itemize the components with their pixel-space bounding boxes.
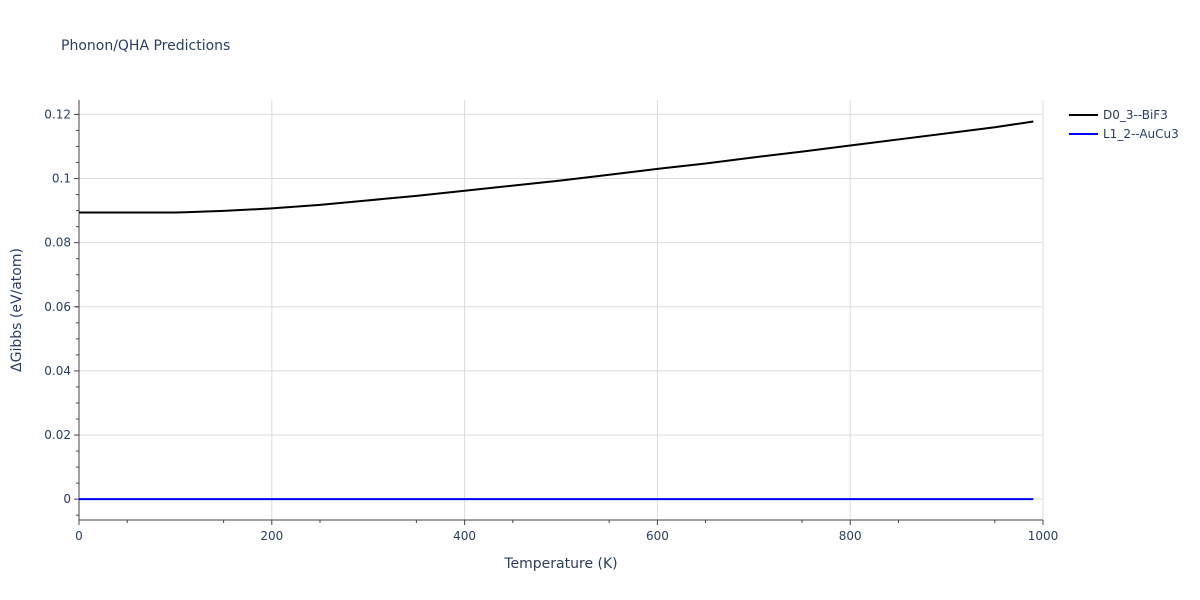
x-tick-label: 800 [839,529,862,543]
legend-item-2[interactable]: L1_2--AuCu3 [1069,127,1179,141]
chart-title: Phonon/QHA Predictions [61,38,230,54]
y-tick-label: 0.06 [44,300,71,314]
x-tick-label: 200 [260,529,283,543]
legend[interactable]: D0_3--BiF3 L1_2--AuCu3 [1069,108,1179,141]
series-layer [79,120,1034,501]
y-tick-label: 0.02 [44,428,71,442]
legend-label: D0_3--BiF3 [1103,108,1168,122]
legend-label: L1_2--AuCu3 [1103,127,1179,141]
series-line-1 [79,120,1034,214]
grid-layer [79,100,1044,520]
legend-item-1[interactable]: D0_3--BiF3 [1069,108,1168,122]
y-tick-label: 0.08 [44,236,71,250]
y-tick-label: 0.1 [52,172,71,186]
x-tick-label: 600 [646,529,669,543]
x-tick-label: 0 [75,529,83,543]
y-tick-label: 0.04 [44,364,71,378]
x-tick-label: 1000 [1028,529,1059,543]
x-axis-title: Temperature (K) [503,556,617,572]
y-tick-label: 0.12 [44,107,71,121]
axis-layer: 0 200 400 600 800 1000 0 0.02 0.04 0.06 0.08 0.1 0.1… [44,100,1058,543]
x-tick-label: 400 [453,529,476,543]
y-axis-title: ΔGibbs (eV/atom) [9,248,25,372]
y-tick-label: 0 [63,492,71,506]
